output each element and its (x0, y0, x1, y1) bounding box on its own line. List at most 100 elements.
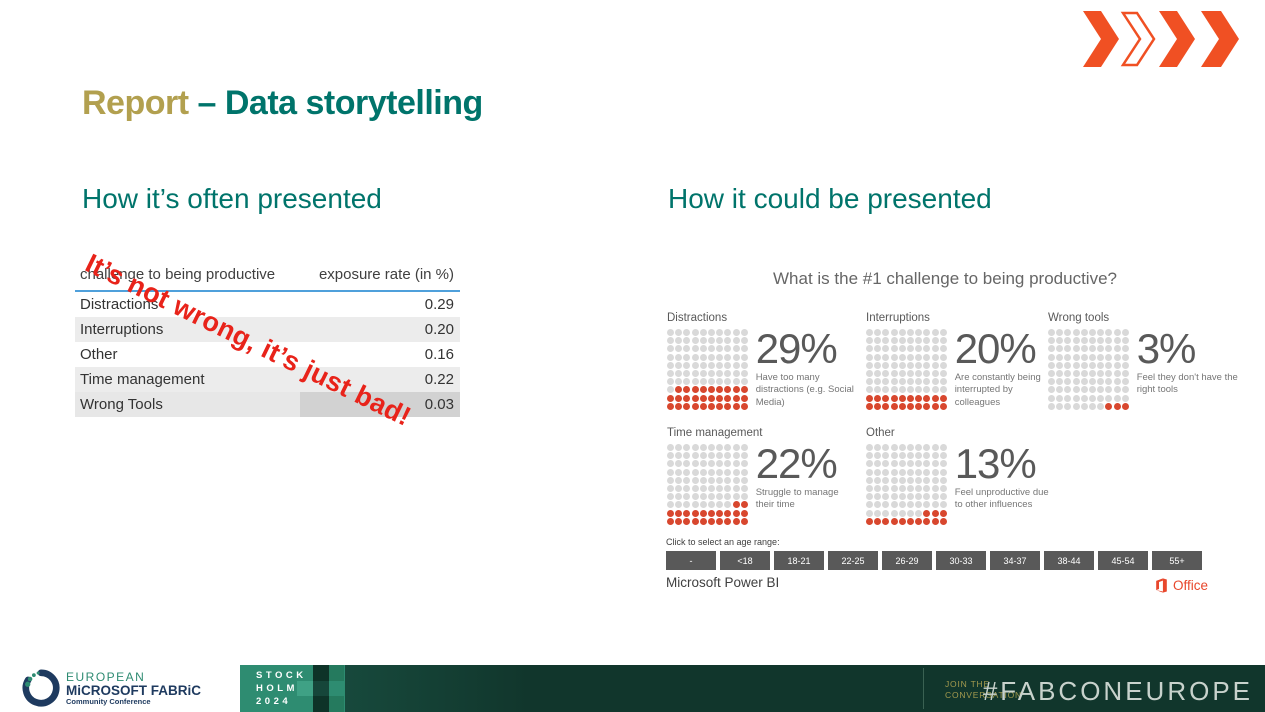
waffle-dot-empty (683, 484, 691, 492)
waffle-dot-empty (906, 369, 914, 377)
waffle-dot-empty (874, 484, 882, 492)
waffle-dot-filled (740, 386, 748, 394)
waffle-dot-empty (1056, 394, 1064, 402)
stockholm-line3: 2024 (256, 695, 292, 707)
waffle-dot-empty (939, 476, 947, 484)
waffle-dot-empty (691, 444, 699, 451)
waffle-dot-empty (707, 493, 715, 501)
waffle-dot-empty (740, 369, 748, 377)
age-range-button[interactable]: 26-29 (882, 551, 932, 570)
waffle-dot-filled (716, 394, 724, 402)
waffle-dot-empty (898, 378, 906, 386)
waffle-dot-filled (931, 402, 939, 410)
age-range-button[interactable]: 22-25 (828, 551, 878, 570)
waffle-dot-empty (699, 444, 707, 451)
waffle-dot-empty (898, 476, 906, 484)
waffle-dot-empty (675, 493, 683, 501)
waffle-dot-empty (931, 460, 939, 468)
waffle-dot-empty (724, 452, 732, 460)
age-range-button[interactable]: 30-33 (936, 551, 986, 570)
waffle-dot-empty (740, 353, 748, 361)
waffle-dot-empty (675, 337, 683, 345)
age-range-button[interactable]: 45-54 (1098, 551, 1148, 570)
waffle-card-body: 3% Feel they don't have the right tools (1048, 328, 1238, 410)
waffle-dot-empty (724, 444, 732, 451)
waffle-dot-empty (923, 369, 931, 377)
waffle-dot-empty (740, 476, 748, 484)
waffle-dot-empty (1048, 378, 1055, 386)
fabric-conference-logo: EUROPEAN MiCROSOFT FABRiC Community Conf… (22, 669, 201, 707)
age-range-button[interactable]: 38-44 (1044, 551, 1094, 570)
table-cell-challenge: Time management (80, 371, 205, 388)
waffle-dot-empty (724, 345, 732, 353)
waffle-dot-empty (667, 444, 674, 451)
waffle-dot-empty (882, 509, 890, 517)
waffle-dot-empty (923, 353, 931, 361)
waffle-dot-empty (1072, 369, 1080, 377)
waffle-dot-empty (716, 460, 724, 468)
waffle-dot-empty (1080, 394, 1088, 402)
waffle-dot-empty (1056, 378, 1064, 386)
waffle-dot-empty (683, 501, 691, 509)
waffle-dot-empty (1088, 337, 1096, 345)
waffle-dot-filled (707, 517, 715, 525)
waffle-dot-filled (675, 386, 683, 394)
waffle-dot-empty (882, 452, 890, 460)
waffle-dot-empty (675, 345, 683, 353)
waffle-dot-filled (724, 509, 732, 517)
waffle-dot-empty (923, 452, 931, 460)
waffle-dot-filled (1121, 402, 1129, 410)
waffle-dot-empty (732, 337, 740, 345)
waffle-dot-empty (874, 493, 882, 501)
waffle-dot-empty (906, 460, 914, 468)
waffle-dot-empty (1121, 337, 1129, 345)
page-title: Report – Data storytelling (82, 84, 483, 123)
waffle-dot-empty (906, 493, 914, 501)
waffle-dot-empty (691, 493, 699, 501)
waffle-dot-filled (874, 517, 882, 525)
waffle-dot-empty (874, 460, 882, 468)
waffle-dot-empty (915, 476, 923, 484)
waffle-dot-empty (667, 369, 674, 377)
waffle-dot-filled (699, 394, 707, 402)
waffle-dot-empty (915, 484, 923, 492)
waffle-dot-filled (691, 394, 699, 402)
waffle-dot-empty (898, 337, 906, 345)
age-range-button[interactable]: - (666, 551, 716, 570)
waffle-dot-empty (915, 501, 923, 509)
waffle-dot-empty (866, 369, 873, 377)
waffle-dot-filled (667, 517, 674, 525)
age-range-button[interactable]: <18 (720, 551, 770, 570)
waffle-dot-filled (1113, 402, 1121, 410)
waffle-dot-empty (1088, 353, 1096, 361)
waffle-dot-empty (1072, 337, 1080, 345)
waffle-dot-empty (906, 452, 914, 460)
waffle-dot-empty (898, 460, 906, 468)
waffle-dot-empty (724, 493, 732, 501)
waffle-dot-empty (898, 353, 906, 361)
waffle-dot-empty (675, 452, 683, 460)
waffle-dot-empty (1072, 394, 1080, 402)
waffle-grid (667, 444, 748, 525)
waffle-dot-empty (724, 378, 732, 386)
age-range-button[interactable]: 34-37 (990, 551, 1040, 570)
waffle-percentage: 20% (954, 325, 1037, 372)
age-range-button[interactable]: 55+ (1152, 551, 1202, 570)
waffle-dot-empty (691, 345, 699, 353)
waffle-dot-filled (675, 509, 683, 517)
waffle-dot-empty (675, 369, 683, 377)
waffle-dot-empty (707, 353, 715, 361)
waffle-dot-empty (866, 329, 873, 336)
waffle-dot-empty (691, 361, 699, 369)
waffle-dot-filled (667, 509, 674, 517)
waffle-dot-empty (716, 452, 724, 460)
age-range-button[interactable]: 18-21 (774, 551, 824, 570)
waffle-card: Other 13% Feel unproductive due to other i… (866, 427, 1056, 525)
chevron-solid-2 (1159, 11, 1195, 67)
chevron-solid-3 (1201, 11, 1239, 67)
waffle-dot-empty (1048, 345, 1055, 353)
waffle-dot-empty (707, 501, 715, 509)
table-body: Distractions 0.29 Interruptions 0.20 Other 0.… (75, 292, 460, 417)
waffle-dot-empty (915, 378, 923, 386)
waffle-dot-filled (923, 402, 931, 410)
